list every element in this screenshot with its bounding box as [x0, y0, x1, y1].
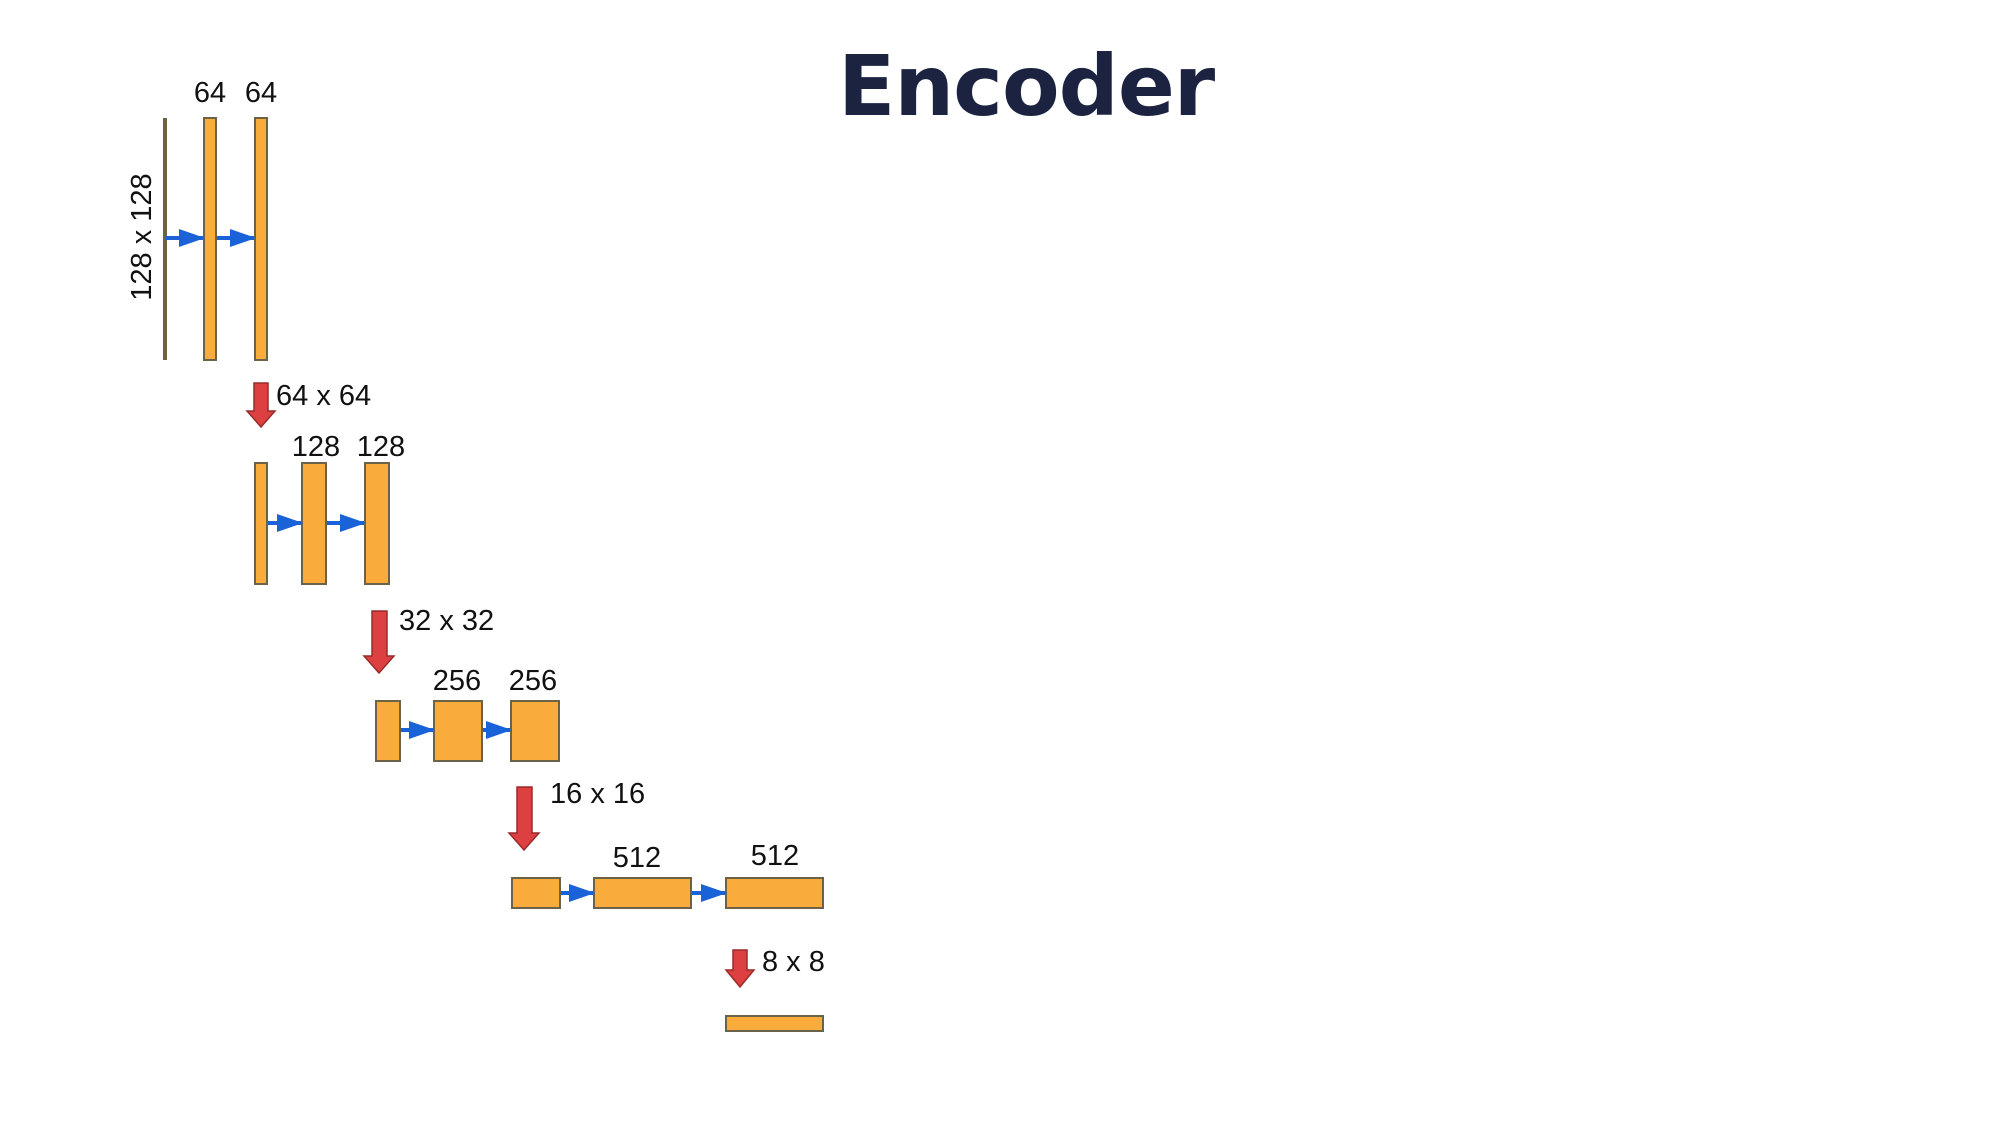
pool-arrow	[245, 382, 277, 429]
channel-label: 128	[356, 431, 406, 463]
channel-label: 512	[750, 840, 800, 872]
channel-label: 128	[291, 431, 341, 463]
channel-label: 512	[612, 842, 662, 874]
feature-map-block	[254, 117, 268, 361]
feature-map-block	[511, 877, 561, 909]
feature-map-block	[203, 117, 217, 361]
pool-arrow	[362, 610, 396, 675]
pool-arrow	[507, 786, 541, 852]
channel-label: 64	[244, 77, 278, 109]
channel-label: 256	[432, 665, 482, 697]
feature-map-block	[510, 700, 560, 762]
feature-map-block	[254, 462, 268, 585]
channel-label: 256	[508, 665, 558, 697]
diagram-title: Encoder	[838, 37, 1215, 135]
feature-map-block	[725, 877, 824, 909]
pool-size-label: 8 x 8	[762, 946, 825, 978]
feature-map-block	[593, 877, 692, 909]
feature-map-block	[301, 462, 327, 585]
channel-label: 64	[193, 77, 227, 109]
feature-map-block	[364, 462, 390, 585]
input-size-label: 128 x 128	[126, 173, 158, 301]
pool-size-label: 64 x 64	[276, 380, 372, 412]
pool-size-label: 32 x 32	[399, 605, 495, 637]
pool-size-label: 16 x 16	[550, 778, 646, 810]
feature-map-block	[433, 700, 483, 762]
pool-arrow	[724, 949, 756, 989]
feature-map-block	[375, 700, 401, 762]
feature-map-block	[725, 1015, 824, 1032]
